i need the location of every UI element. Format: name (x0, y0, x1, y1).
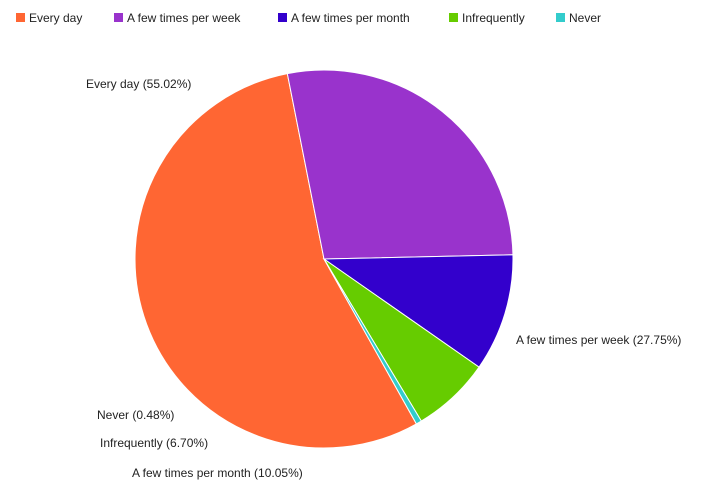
legend-swatch-infrequently[interactable] (449, 13, 458, 22)
slice-label-a-few-times-per-week: A few times per week (27.75%) (516, 333, 681, 347)
legend-label-a-few-times-per-week[interactable]: A few times per week (127, 11, 241, 25)
pie-slices (134, 69, 514, 449)
legend-label-infrequently[interactable]: Infrequently (462, 11, 525, 25)
slice-label-infrequently: Infrequently (6.70%) (100, 436, 208, 450)
slice-label-never: Never (0.48%) (97, 408, 174, 422)
legend-label-a-few-times-per-month[interactable]: A few times per month (291, 11, 410, 25)
legend-swatch-a-few-times-per-month[interactable] (278, 13, 287, 22)
legend-label-every-day[interactable]: Every day (29, 11, 82, 25)
pie-slice-never[interactable] (323, 258, 422, 425)
legend-label-never[interactable]: Never (569, 11, 601, 25)
legend: Every day A few times per week A few times… (16, 11, 601, 25)
pie-slice-a-few-times-per-month[interactable] (322, 254, 514, 368)
slice-label-every-day: Every day (55.02%) (86, 77, 191, 91)
legend-swatch-a-few-times-per-week[interactable] (114, 13, 123, 22)
legend-swatch-never[interactable] (556, 13, 565, 22)
pie-slice-a-few-times-per-week[interactable] (286, 69, 514, 260)
pie-slice-every-day[interactable] (134, 73, 418, 449)
slice-labels: Every day (55.02%) A few times per week (… (86, 77, 681, 480)
slice-label-a-few-times-per-month: A few times per month (10.05%) (132, 466, 303, 480)
legend-swatch-every-day[interactable] (16, 13, 25, 22)
